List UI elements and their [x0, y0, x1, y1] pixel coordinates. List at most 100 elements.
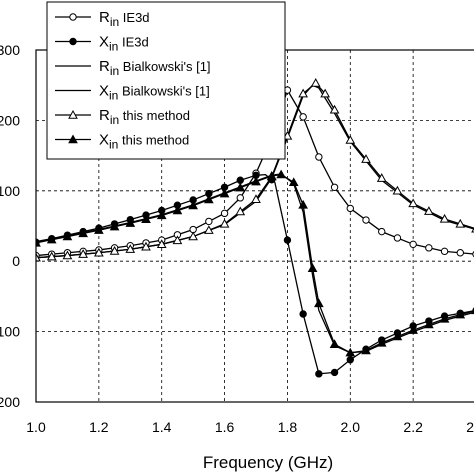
- legend-label-rest: Bialkowski's [1]: [118, 84, 209, 99]
- filled-circle-marker: [299, 310, 307, 318]
- filled-circle-marker: [236, 176, 244, 184]
- legend-item: Rin Bialkowski's [1]: [55, 58, 211, 78]
- open-circle-marker: [425, 244, 433, 252]
- open-triangle-marker: [172, 235, 183, 245]
- legend-label: Xin IE3d: [99, 34, 149, 54]
- filled-triangle-marker: [376, 337, 387, 347]
- open-triangle-marker: [68, 109, 78, 119]
- legend-label-sub: in: [110, 15, 119, 29]
- filled-circle-marker: [283, 236, 292, 244]
- legend-label-sub: in: [109, 138, 118, 152]
- filled-triangle-marker: [156, 210, 167, 220]
- legend-label-main: R: [99, 9, 110, 26]
- legend-label-sub: in: [109, 40, 118, 54]
- legend-item: Xin this method: [55, 132, 189, 152]
- open-circle-marker: [409, 240, 417, 249]
- legend-item: Rin this method: [55, 107, 190, 127]
- filled-triangle-marker: [392, 331, 403, 341]
- x-tick-label: 1.8: [278, 419, 298, 435]
- open-circle-marker: [456, 249, 464, 257]
- x-tick-label: 1.4: [152, 419, 172, 435]
- filled-triangle-marker: [68, 134, 78, 144]
- open-triangle-marker: [455, 218, 466, 228]
- legend-label-main: X: [99, 83, 109, 100]
- filled-triangle-marker: [94, 225, 104, 234]
- legend-label-rest: IE3d: [119, 10, 149, 25]
- filled-triangle-marker: [125, 218, 136, 227]
- legend-box: [46, 1, 286, 160]
- open-circle-marker: [362, 216, 370, 224]
- filled-triangle-marker: [439, 313, 450, 323]
- legend-label-rest: this method: [119, 108, 190, 123]
- filled-circle-marker: [330, 368, 339, 377]
- legend-label-sub: in: [109, 89, 118, 103]
- open-circle-marker: [346, 204, 354, 213]
- filled-triangle-marker: [62, 231, 73, 241]
- open-triangle-marker: [204, 225, 214, 234]
- open-triangle-marker: [109, 245, 120, 255]
- open-triangle-marker: [392, 185, 403, 195]
- filled-triangle-marker: [46, 234, 57, 244]
- open-circle-marker: [69, 13, 77, 21]
- filled-triangle-marker: [266, 170, 277, 180]
- open-circle-marker: [236, 194, 244, 202]
- open-circle-marker: [330, 183, 339, 191]
- filled-triangle-marker: [109, 221, 120, 231]
- open-triangle-marker: [408, 198, 418, 208]
- filled-triangle-marker: [307, 263, 318, 272]
- x-axis-label: Frequency (GHz): [203, 453, 333, 472]
- open-triangle-marker: [62, 250, 73, 260]
- y-tick-label: 0: [12, 253, 20, 269]
- open-triangle-marker: [361, 154, 371, 163]
- legend-label-rest: IE3d: [118, 35, 148, 50]
- filled-triangle-marker: [314, 298, 324, 308]
- y-tick-label: -100: [0, 324, 20, 340]
- filled-triangle-marker: [204, 194, 214, 204]
- series-6: [36, 169, 474, 357]
- open-triangle-marker: [345, 135, 356, 144]
- legend-item: Xin IE3d: [55, 34, 149, 54]
- open-triangle-marker: [298, 88, 308, 98]
- x-tick-label: 2.2: [403, 419, 423, 435]
- open-triangle-marker: [188, 231, 198, 241]
- y-tick-label: 200: [0, 112, 20, 128]
- open-triangle-marker: [36, 252, 41, 262]
- legend-label-rest: Bialkowski's [1]: [119, 59, 210, 74]
- open-triangle-marker: [125, 244, 136, 253]
- filled-triangle-marker: [298, 199, 308, 209]
- open-triangle-marker: [439, 213, 450, 223]
- open-circle-marker: [378, 227, 386, 236]
- filled-triangle-marker: [276, 169, 286, 179]
- legend-label: Rin this method: [99, 107, 190, 127]
- legend-label: Rin IE3d: [99, 9, 150, 29]
- open-triangle-marker: [235, 206, 246, 216]
- x-tick-label: 2.0: [341, 419, 361, 435]
- filled-triangle-marker: [172, 205, 183, 215]
- filled-triangle-marker: [78, 228, 88, 238]
- filled-triangle-marker: [424, 319, 434, 329]
- filled-triangle-marker: [251, 176, 261, 186]
- open-triangle-marker: [376, 173, 387, 182]
- filled-triangle-marker: [235, 182, 246, 192]
- open-triangle-marker: [141, 241, 151, 251]
- open-circle-marker: [299, 113, 307, 121]
- filled-triangle-marker: [329, 339, 340, 348]
- filled-triangle-marker: [455, 309, 466, 319]
- x-tick-labels: 1.0 1.2 1.4 1.6 1.8 2.0 2.2 2.4: [26, 419, 474, 435]
- y-tick-label: 100: [0, 183, 20, 199]
- legend-label-main: R: [99, 58, 110, 75]
- x-tick-label: 2.4: [466, 419, 474, 435]
- filled-circle-marker: [315, 370, 323, 378]
- x-tick-label: 1.6: [215, 419, 235, 435]
- legend-label-rest: this method: [118, 133, 189, 148]
- legend-label-main: R: [99, 107, 110, 124]
- open-triangle-marker: [156, 239, 167, 249]
- legend-label: Xin this method: [99, 132, 189, 152]
- open-triangle-marker: [310, 78, 321, 87]
- legend-label: Rin Bialkowski's [1]: [99, 58, 211, 78]
- series-line: [36, 173, 474, 375]
- legend-item: Rin IE3d: [55, 9, 150, 29]
- legend-label: Xin Bialkowski's [1]: [99, 83, 210, 103]
- legend-item: Xin Bialkowski's [1]: [55, 83, 210, 103]
- open-triangle-marker: [251, 194, 261, 203]
